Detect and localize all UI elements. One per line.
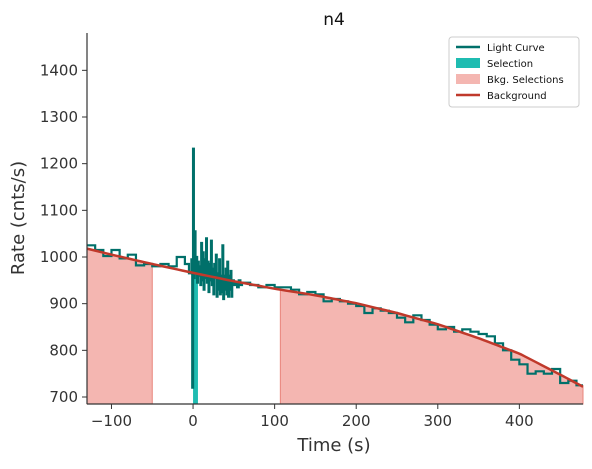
x-axis-title: Time (s) <box>296 435 370 456</box>
chart-title: n4 <box>323 10 345 30</box>
y-tick-label: 1400 <box>40 61 78 79</box>
y-tick-label: 1300 <box>40 108 78 126</box>
background-selection-regions <box>86 247 584 405</box>
background-model-line <box>86 247 584 388</box>
y-tick-label: 700 <box>49 388 78 406</box>
x-tick-label: −100 <box>91 412 132 430</box>
legend-label: Bkg. Selections <box>487 75 564 86</box>
selection-regions <box>193 272 198 404</box>
x-tick-label: 300 <box>423 412 452 430</box>
legend-swatch-patch <box>456 58 480 68</box>
y-tick-label: 1000 <box>40 248 78 266</box>
legend-box <box>448 36 580 108</box>
y-tick-label: 1200 <box>40 155 78 173</box>
legend-swatch-patch <box>456 74 480 84</box>
x-tick-label: 0 <box>188 412 198 430</box>
bkg-selection-region-2 <box>279 289 584 405</box>
legend-label: Light Curve <box>487 43 545 54</box>
legend-label: Selection <box>487 59 533 70</box>
y-tick-label: 1100 <box>40 201 78 219</box>
x-tick-label: 400 <box>505 412 534 430</box>
x-tick-label: 100 <box>260 412 289 430</box>
y-tick-label: 800 <box>49 341 78 359</box>
axes: −100 0 100 200 300 400 700 800 900 1000 1100 1200 13… <box>40 33 583 430</box>
legend: Light Curve Selection Bkg. Selections Backg… <box>448 36 580 108</box>
background-model-series <box>86 247 584 388</box>
y-tick-label: 900 <box>49 295 78 313</box>
selection-region <box>193 272 198 404</box>
legend-label: Background <box>487 91 547 102</box>
x-tick-label: 200 <box>342 412 371 430</box>
y-axis-title: Rate (cnts/s) <box>8 161 29 275</box>
bkg-selection-region-1 <box>86 247 153 405</box>
